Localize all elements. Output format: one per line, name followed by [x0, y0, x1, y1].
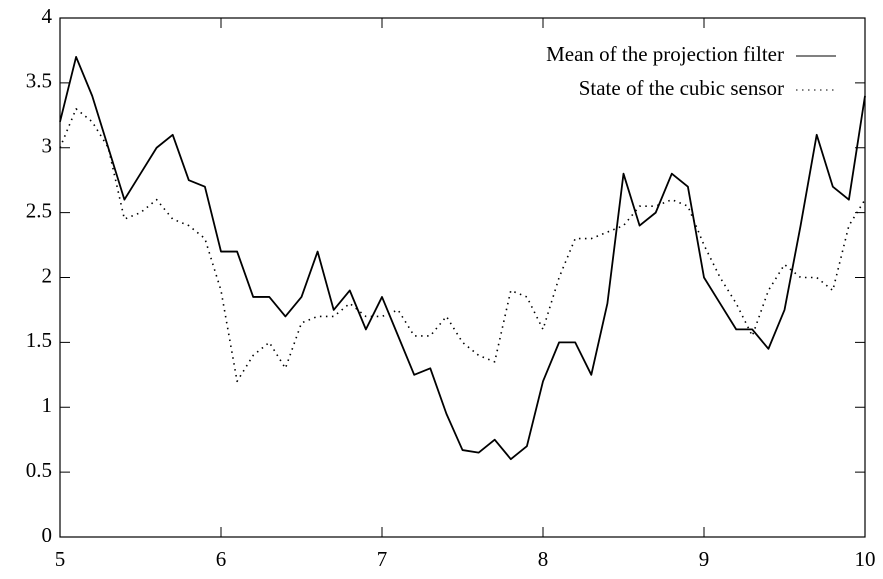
x-tick-label: 6	[216, 547, 227, 571]
y-tick-label: 2.5	[26, 198, 52, 222]
y-tick-label: 3.5	[26, 69, 52, 93]
y-tick-label: 1	[42, 393, 53, 417]
y-tick-label: 0	[42, 523, 53, 547]
y-tick-label: 2	[42, 263, 53, 287]
x-tick-label: 10	[855, 547, 876, 571]
y-tick-label: 4	[42, 4, 53, 28]
x-tick-label: 9	[699, 547, 710, 571]
x-tick-label: 8	[538, 547, 549, 571]
legend-label: Mean of the projection filter	[546, 42, 784, 66]
y-tick-label: 3	[42, 134, 53, 158]
legend-label: State of the cubic sensor	[579, 76, 784, 100]
x-tick-label: 7	[377, 547, 388, 571]
series-line	[59, 108, 866, 383]
series-line	[59, 56, 866, 461]
x-tick-label: 5	[55, 547, 66, 571]
y-tick-label: 1.5	[26, 328, 52, 352]
y-tick-label: 0.5	[26, 458, 52, 482]
